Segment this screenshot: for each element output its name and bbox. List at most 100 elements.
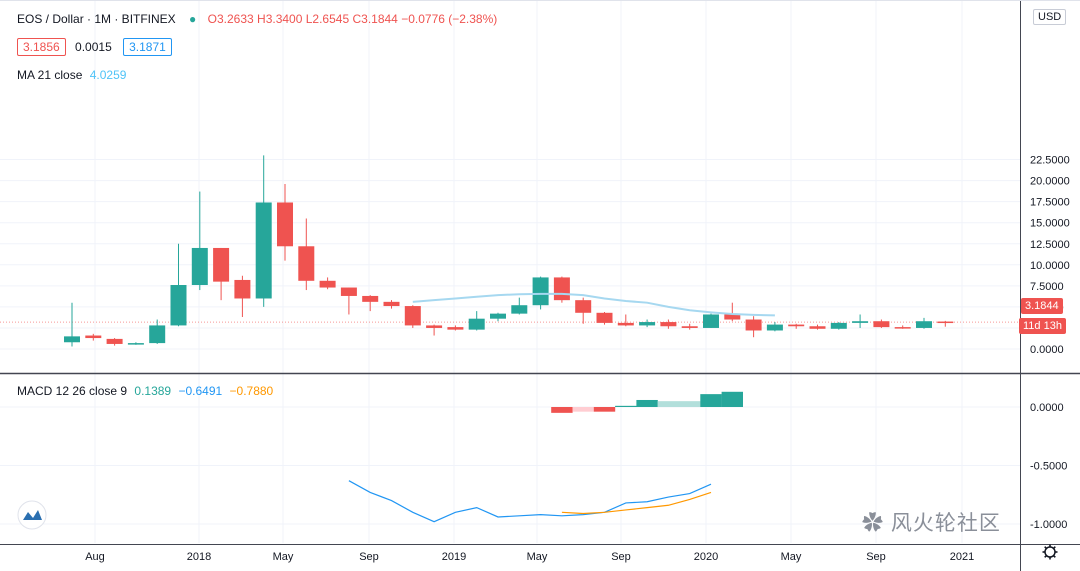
time-axis-label: Sep	[866, 551, 886, 563]
price-axis-label: 7.5000	[1030, 281, 1064, 293]
time-axis-label: 2020	[694, 551, 718, 563]
macd-histogram-bar	[700, 394, 722, 407]
spread-value: 0.0015	[75, 40, 112, 54]
candle	[319, 280, 336, 288]
gear-tooth	[1052, 546, 1056, 550]
candle	[660, 322, 677, 327]
candle	[234, 279, 251, 299]
currency-button[interactable]: USD	[1033, 9, 1067, 25]
candle	[85, 335, 102, 339]
macd-hist-value: 0.1389	[134, 384, 172, 398]
macd-histogram-bar	[721, 391, 743, 407]
time-axis-label: 2018	[187, 551, 211, 563]
candle	[553, 277, 570, 301]
time-axis-label: May	[527, 551, 548, 563]
macd-line	[348, 480, 712, 523]
candle	[617, 322, 634, 326]
candle	[340, 287, 357, 296]
price-axis-label: 17.5000	[1030, 197, 1070, 209]
buy-price-button[interactable]: 3.1871	[123, 38, 172, 56]
candle	[277, 202, 293, 247]
macd-histogram-bar	[551, 407, 573, 413]
macd-histogram-bar	[679, 401, 701, 407]
candle	[852, 321, 869, 323]
macd-histogram-bar	[657, 401, 680, 407]
ma-legend-value: 4.0259	[89, 68, 127, 82]
bid-ask-row: 3.1856 0.0015 3.1871	[17, 38, 178, 56]
time-axis-label: May	[781, 551, 802, 563]
macd-histogram-bar	[593, 407, 616, 412]
macd-histogram-bar	[572, 407, 594, 412]
price-axis-label: 0.0000	[1030, 344, 1064, 356]
macd-line-value: −0.6491	[178, 384, 223, 398]
candle	[575, 300, 592, 313]
candle	[703, 314, 719, 328]
price-axis-label: 10.0000	[1030, 260, 1070, 272]
time-axis-label: Aug	[85, 551, 105, 563]
candle	[596, 312, 613, 323]
macd-axis-label: -0.5000	[1030, 461, 1067, 473]
logo-cloud	[23, 510, 42, 520]
countdown-tag: 11d 13h	[1019, 318, 1066, 334]
sell-price-button[interactable]: 3.1856	[17, 38, 66, 56]
candle	[362, 295, 379, 302]
candle	[426, 325, 443, 328]
gear-tooth	[1044, 546, 1048, 550]
candle	[809, 326, 826, 329]
candle	[255, 202, 272, 299]
price-axis-label: 12.5000	[1030, 239, 1070, 251]
candle	[873, 321, 890, 328]
gear-tooth	[1052, 554, 1056, 558]
candle	[191, 247, 208, 286]
ma-legend-label[interactable]: MA 21 close	[17, 68, 83, 82]
time-axis-label: 2021	[950, 551, 974, 563]
candle	[170, 285, 187, 326]
time-axis-label: Sep	[611, 551, 631, 563]
macd-histogram-bar	[615, 405, 637, 407]
candle	[404, 306, 421, 326]
macd-signal-value: −0.7880	[229, 384, 274, 398]
price-axis-label: 15.0000	[1030, 218, 1070, 230]
price-axis-label: 20.0000	[1030, 176, 1070, 188]
candle	[766, 324, 783, 331]
candle	[745, 319, 762, 331]
gear-tooth	[1044, 554, 1048, 558]
time-axis-label: 2019	[442, 551, 466, 563]
macd-axis-label: -1.0000	[1030, 519, 1067, 531]
candle	[511, 305, 528, 314]
candle	[447, 327, 464, 330]
macd-histogram-bar	[636, 399, 658, 407]
candle	[724, 314, 741, 320]
macd-axis-label: 0.0000	[1030, 402, 1064, 414]
tv-logo-icon[interactable]	[17, 500, 47, 530]
candle	[916, 321, 932, 328]
candle	[213, 247, 230, 282]
ohlc-open: O3.2633	[207, 12, 254, 26]
ma-legend: MA 21 close 4.0259	[17, 68, 126, 82]
candle	[532, 277, 549, 306]
candle	[468, 318, 485, 330]
candle	[490, 313, 506, 319]
price-axis-label: 22.5000	[1030, 155, 1070, 167]
logo-circle	[17, 500, 47, 530]
candle	[937, 321, 954, 324]
candle	[383, 301, 400, 307]
time-axis-label: May	[273, 551, 294, 563]
candle	[64, 336, 80, 343]
watermark-text: ✿ 风火轮社区	[862, 512, 1001, 535]
candle	[149, 325, 166, 344]
macd-legend-label[interactable]: MACD 12 26 close 9	[17, 384, 128, 398]
ohlc-high: H3.3400	[257, 12, 303, 26]
candle	[788, 324, 805, 327]
gear-icon[interactable]	[1042, 544, 1058, 560]
last-price-tag: 3.1844	[1021, 298, 1063, 314]
market-status-dot-icon: ●	[189, 12, 197, 26]
symbol-name[interactable]: EOS / Dollar · 1M · BITFINEX	[17, 12, 176, 26]
symbol-legend: EOS / Dollar · 1M · BITFINEX ● O3.2633 H…	[17, 12, 497, 26]
signal-line	[561, 491, 712, 515]
candle	[298, 246, 315, 281]
ma-line	[412, 292, 775, 317]
candle	[106, 338, 123, 344]
